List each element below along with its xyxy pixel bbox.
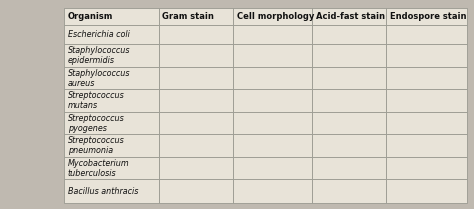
Bar <box>386 89 467 112</box>
Bar <box>386 179 467 203</box>
Bar <box>312 134 386 157</box>
Bar <box>312 8 386 25</box>
Bar <box>233 89 312 112</box>
Bar <box>159 25 233 45</box>
Bar <box>64 89 159 112</box>
Bar <box>312 45 386 67</box>
Text: Escherichia coli: Escherichia coli <box>68 30 130 39</box>
Bar <box>159 157 233 179</box>
Bar <box>233 67 312 89</box>
Bar <box>64 45 159 67</box>
Text: Gram stain: Gram stain <box>163 12 214 21</box>
Bar <box>159 45 233 67</box>
Bar <box>233 45 312 67</box>
Text: Organism: Organism <box>68 12 113 21</box>
Bar <box>64 8 159 25</box>
Bar <box>386 25 467 45</box>
Bar <box>386 112 467 134</box>
Bar <box>159 67 233 89</box>
Bar <box>312 112 386 134</box>
Text: Streptococcus
pyogenes: Streptococcus pyogenes <box>68 113 125 133</box>
Text: Mycobacterium
tuberculosis: Mycobacterium tuberculosis <box>68 158 129 178</box>
Text: Staphylococcus
epidermidis: Staphylococcus epidermidis <box>68 46 130 65</box>
Text: Cell morphology: Cell morphology <box>237 12 314 21</box>
Bar <box>64 179 159 203</box>
Bar <box>159 89 233 112</box>
Bar <box>312 179 386 203</box>
Bar <box>64 112 159 134</box>
Text: Endospore stain: Endospore stain <box>390 12 466 21</box>
Text: Streptococcus
pneumonia: Streptococcus pneumonia <box>68 136 125 155</box>
Text: Bacillus anthracis: Bacillus anthracis <box>68 186 138 195</box>
Bar <box>233 112 312 134</box>
Bar <box>386 67 467 89</box>
Text: Acid-fast stain: Acid-fast stain <box>316 12 384 21</box>
Bar <box>312 89 386 112</box>
Bar <box>233 25 312 45</box>
Bar <box>312 67 386 89</box>
Bar <box>386 45 467 67</box>
Bar <box>312 25 386 45</box>
Bar <box>386 8 467 25</box>
Text: Streptococcus
mutans: Streptococcus mutans <box>68 91 125 110</box>
Bar <box>386 157 467 179</box>
Bar <box>233 8 312 25</box>
Bar <box>64 67 159 89</box>
Bar <box>159 179 233 203</box>
Bar <box>159 8 233 25</box>
Bar <box>233 134 312 157</box>
Text: Staphylococcus
aureus: Staphylococcus aureus <box>68 69 130 88</box>
Bar <box>159 134 233 157</box>
Bar <box>64 157 159 179</box>
Bar <box>312 157 386 179</box>
Bar <box>159 112 233 134</box>
Bar <box>233 179 312 203</box>
Bar <box>386 134 467 157</box>
Bar <box>64 134 159 157</box>
Bar <box>233 157 312 179</box>
Bar <box>64 25 159 45</box>
